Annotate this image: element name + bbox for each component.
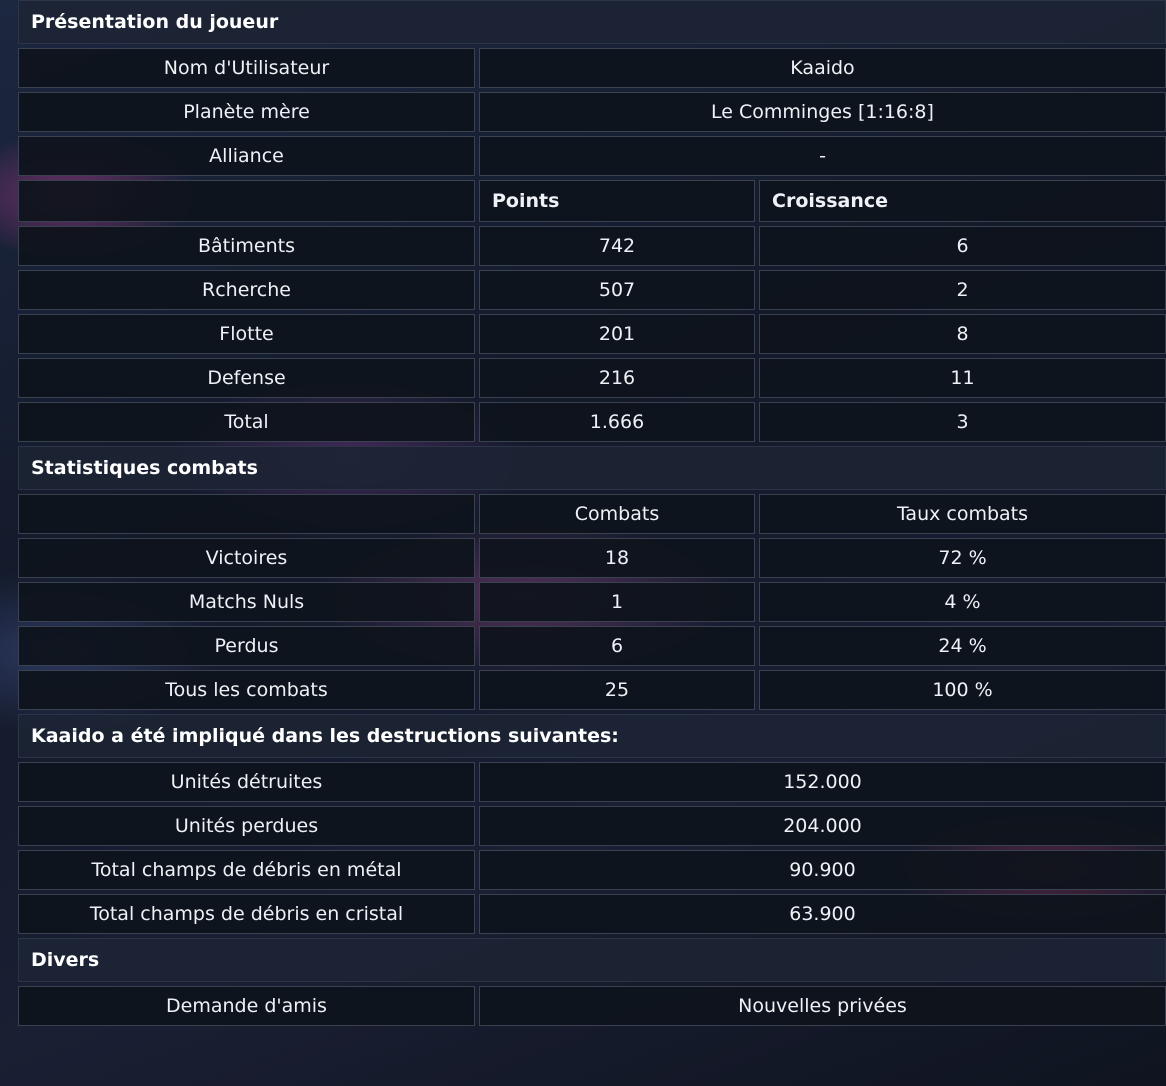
points-row-total: Total 1.666 3	[18, 402, 1166, 442]
points-row: Defense 216 11	[18, 358, 1166, 398]
growth-value: 8	[759, 314, 1166, 354]
combat-label: Tous les combats	[18, 670, 475, 710]
combat-rate: 4 %	[759, 582, 1166, 622]
points-row: Bâtiments 742 6	[18, 226, 1166, 266]
destruction-row: Unités détruites 152.000	[18, 762, 1166, 802]
points-label: Defense	[18, 358, 475, 398]
destruction-label: Unités détruites	[18, 762, 475, 802]
growth-value: 3	[759, 402, 1166, 442]
destruction-value: 90.900	[479, 850, 1166, 890]
points-header-row: Points Croissance	[18, 180, 1166, 222]
alliance-value: -	[479, 136, 1166, 176]
info-row-alliance: Alliance -	[18, 136, 1166, 176]
combat-row: Perdus 6 24 %	[18, 626, 1166, 666]
username-value: Kaaido	[479, 48, 1166, 88]
player-profile-panel: Présentation du joueur Nom d'Utilisateur…	[18, 0, 1166, 1030]
growth-header: Croissance	[759, 180, 1166, 222]
destruction-value: 204.000	[479, 806, 1166, 846]
points-label: Bâtiments	[18, 226, 475, 266]
points-label: Rcherche	[18, 270, 475, 310]
points-value: 1.666	[479, 402, 755, 442]
combats-header: Combats	[479, 494, 755, 534]
destruction-row: Unités perdues 204.000	[18, 806, 1166, 846]
destruction-value: 63.900	[479, 894, 1166, 934]
points-label: Flotte	[18, 314, 475, 354]
points-value: 742	[479, 226, 755, 266]
section-title-divers: Divers	[18, 938, 1166, 982]
combat-label: Perdus	[18, 626, 475, 666]
combat-header-row: Combats Taux combats	[18, 494, 1166, 534]
combat-count: 1	[479, 582, 755, 622]
growth-value: 6	[759, 226, 1166, 266]
destruction-label: Total champs de débris en cristal	[18, 894, 475, 934]
points-value: 507	[479, 270, 755, 310]
section-title-destruction: Kaaido a été impliqué dans les destructi…	[18, 714, 1166, 758]
points-header: Points	[479, 180, 755, 222]
combat-row-total: Tous les combats 25 100 %	[18, 670, 1166, 710]
points-value: 216	[479, 358, 755, 398]
combat-count: 6	[479, 626, 755, 666]
section-title-presentation: Présentation du joueur	[18, 0, 1166, 44]
destruction-label: Total champs de débris en métal	[18, 850, 475, 890]
friend-request-link[interactable]: Demande d'amis	[18, 986, 475, 1026]
destruction-label: Unités perdues	[18, 806, 475, 846]
info-label: Planète mère	[18, 92, 475, 132]
combat-count: 18	[479, 538, 755, 578]
destruction-row: Total champs de débris en métal 90.900	[18, 850, 1166, 890]
combat-rate: 100 %	[759, 670, 1166, 710]
points-label: Total	[18, 402, 475, 442]
combat-count: 25	[479, 670, 755, 710]
growth-value: 2	[759, 270, 1166, 310]
points-row: Rcherche 507 2	[18, 270, 1166, 310]
info-row-home-planet: Planète mère Le Comminges [1:16:8]	[18, 92, 1166, 132]
destruction-value: 152.000	[479, 762, 1166, 802]
info-label: Alliance	[18, 136, 475, 176]
info-row-username: Nom d'Utilisateur Kaaido	[18, 48, 1166, 88]
info-label: Nom d'Utilisateur	[18, 48, 475, 88]
combat-label: Victoires	[18, 538, 475, 578]
points-row: Flotte 201 8	[18, 314, 1166, 354]
points-header-empty	[18, 180, 475, 222]
combat-rate: 72 %	[759, 538, 1166, 578]
points-value: 201	[479, 314, 755, 354]
combat-row: Victoires 18 72 %	[18, 538, 1166, 578]
combat-label: Matchs Nuls	[18, 582, 475, 622]
combat-header-empty	[18, 494, 475, 534]
combat-rate-header: Taux combats	[759, 494, 1166, 534]
combat-row: Matchs Nuls 1 4 %	[18, 582, 1166, 622]
home-planet-value[interactable]: Le Comminges [1:16:8]	[479, 92, 1166, 132]
section-title-combat: Statistiques combats	[18, 446, 1166, 490]
combat-rate: 24 %	[759, 626, 1166, 666]
divers-row: Demande d'amis Nouvelles privées	[18, 986, 1166, 1026]
growth-value: 11	[759, 358, 1166, 398]
private-message-link[interactable]: Nouvelles privées	[479, 986, 1166, 1026]
destruction-row: Total champs de débris en cristal 63.900	[18, 894, 1166, 934]
